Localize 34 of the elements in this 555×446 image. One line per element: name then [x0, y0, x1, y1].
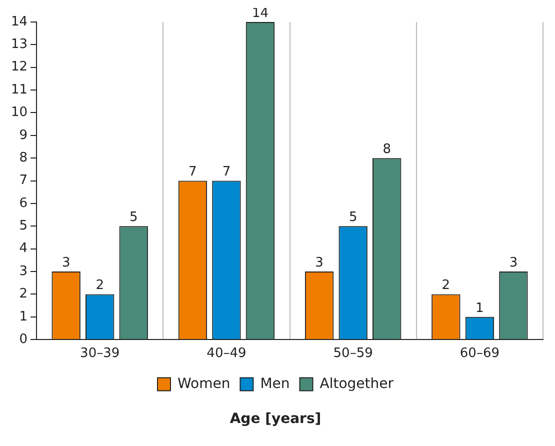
data-label: 7: [188, 164, 197, 180]
y-tick-label: 8: [19, 150, 28, 166]
x-tick-label: 60–69: [460, 346, 500, 361]
data-label: 2: [442, 278, 450, 294]
y-tick-label: 11: [10, 82, 28, 98]
data-label: 3: [315, 255, 324, 270]
data-label: 3: [62, 255, 70, 270]
y-tick-label: 13: [10, 37, 28, 52]
data-label: 3: [509, 255, 518, 270]
y-tick-label: 12: [10, 60, 28, 75]
data-label: 2: [96, 278, 104, 294]
y-tick-label: 1: [19, 309, 28, 324]
y-tick-label: 0: [19, 332, 28, 347]
y-tick-label: 7: [19, 173, 28, 188]
y-tick-label: 14: [10, 14, 28, 30]
y-tick-label: 4: [19, 241, 28, 256]
legend-label: Altogether: [320, 376, 394, 392]
data-label: 1: [476, 300, 484, 316]
data-label: 5: [129, 210, 138, 226]
data-label: 8: [382, 142, 391, 157]
x-axis-title: Age [years]: [230, 411, 322, 428]
x-tick-label: 50–59: [333, 346, 373, 361]
data-label: 7: [222, 164, 231, 180]
legend-label: Women: [177, 376, 230, 392]
y-tick-label: 10: [10, 105, 28, 120]
x-tick-label: 30–39: [80, 346, 120, 361]
y-tick-label: 6: [19, 196, 28, 211]
data-label: 5: [348, 210, 358, 226]
y-tick-label: 5: [19, 218, 28, 234]
y-tick-label: 9: [19, 128, 28, 143]
x-tick-label: 40–49: [206, 346, 246, 361]
y-tick-label: 3: [19, 264, 28, 279]
y-tick-label: 2: [19, 286, 28, 302]
legend-label: Men: [260, 376, 290, 392]
